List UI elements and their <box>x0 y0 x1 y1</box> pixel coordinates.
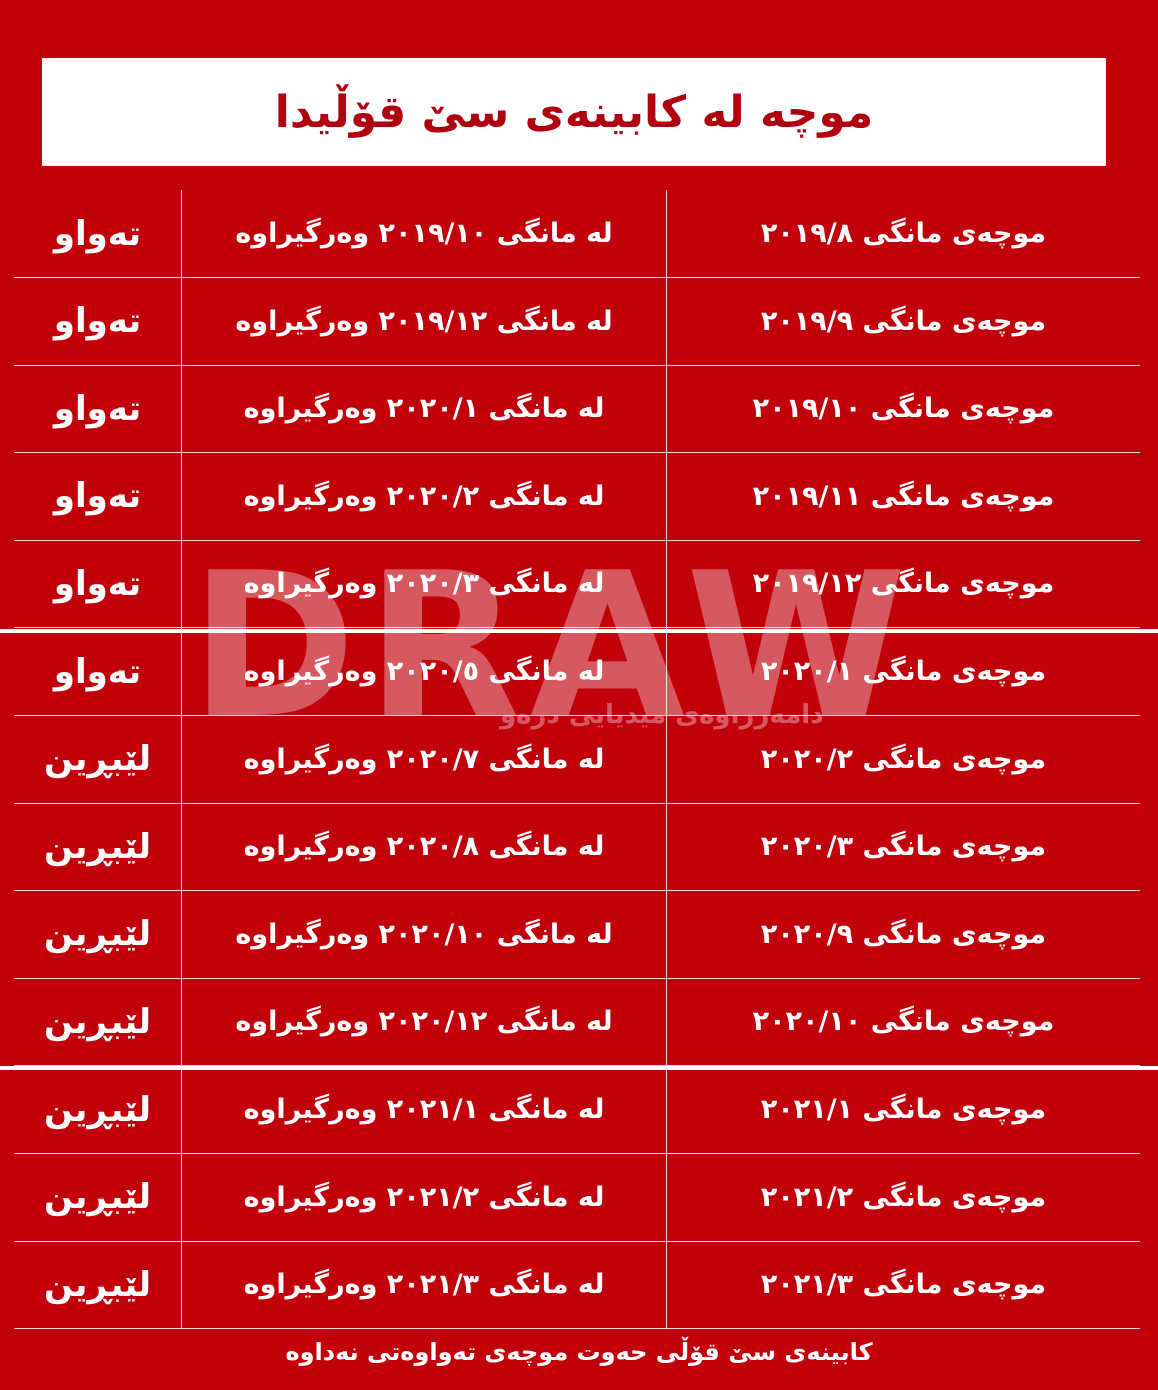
salary-month: موچەی مانگی ٢٠١٩/١٠ <box>752 393 1055 425</box>
title: موچە لە کابینەی سێ قۆڵیدا <box>274 86 874 138</box>
received-month: لە مانگی ٢٠٢٠/٨ وەرگیراوە <box>181 803 667 891</box>
salary-month: موچەی مانگی ٢٠٢٠/١ <box>760 656 1047 687</box>
status: لێبڕین <box>43 1089 152 1130</box>
title-box: موچە لە کابینەی سێ قۆڵیدا <box>42 58 1106 166</box>
table-row: موچەی مانگی ٢٠٢٠/٩ لە مانگی ٢٠٢٠/١٠ وەرگی… <box>14 890 1140 979</box>
status: تەواو <box>53 563 142 604</box>
salary-month: موچەی مانگی ٢٠٢٠/٣ <box>760 831 1047 863</box>
salary-month: موچەی مانگی ٢٠١٩/٩ <box>760 305 1047 337</box>
received-month: لە مانگی ٢٠٢١/٣ وەرگیراوە <box>181 1241 667 1329</box>
salary-month: موچەی مانگی ٢٠٢١/١ <box>760 1094 1047 1125</box>
received-month: لە مانگی ٢٠٢٠/١٢ وەرگیراوە <box>181 978 667 1066</box>
divider <box>0 1066 1158 1070</box>
status: تەواو <box>53 301 142 342</box>
table-row: موچەی مانگی ٢٠١٩/٨ لە مانگی ٢٠١٩/١٠ وەرگی… <box>14 190 1140 278</box>
salary-month: موچەی مانگی ٢٠٢٠/١٠ <box>752 1006 1055 1038</box>
status: تەواو <box>53 651 142 692</box>
table-row: موچەی مانگی ٢٠٢٠/١٠ لە مانگی ٢٠٢٠/١٢ وەرگ… <box>14 978 1140 1067</box>
received-month: لە مانگی ٢٠٢١/١ وەرگیراوە <box>181 1066 667 1153</box>
status: لێبڕین <box>43 1264 152 1305</box>
received-month: لە مانگی ٢٠١٩/١٠ وەرگیراوە <box>181 190 667 277</box>
table-row: موچەی مانگی ٢٠٢١/٢ لە مانگی ٢٠٢١/٢ وەرگیر… <box>14 1153 1140 1242</box>
salary-month: موچەی مانگی ٢٠١٩/٨ <box>760 218 1047 249</box>
received-month: لە مانگی ٢٠٢٠/١٠ وەرگیراوە <box>181 890 667 978</box>
received-month: لە مانگی ٢٠٢١/٢ وەرگیراوە <box>181 1153 667 1241</box>
received-month: لە مانگی ٢٠٢٠/٥ وەرگیراوە <box>181 628 667 715</box>
salary-month: موچەی مانگی ٢٠٢١/٣ <box>760 1269 1047 1301</box>
salary-month: موچەی مانگی ٢٠٢٠/٢ <box>760 743 1047 775</box>
table-row: موچەی مانگی ٢٠٢٠/٢ لە مانگی ٢٠٢٠/٧ وەرگیر… <box>14 715 1140 804</box>
table-row: موچەی مانگی ٢٠٢٠/١ لە مانگی ٢٠٢٠/٥ وەرگیر… <box>14 628 1140 716</box>
received-month: لە مانگی ٢٠١٩/١٢ وەرگیراوە <box>181 277 667 365</box>
salary-month: موچەی مانگی ٢٠١٩/١١ <box>752 480 1055 512</box>
status: تەواو <box>53 476 142 517</box>
table-row: موچەی مانگی ٢٠١٩/١٢ لە مانگی ٢٠٢٠/٣ وەرگی… <box>14 540 1140 629</box>
salary-month: موچەی مانگی ٢٠١٩/١٢ <box>752 568 1055 600</box>
table-row: موچەی مانگی ٢٠١٩/١١ لە مانگی ٢٠٢٠/٢ وەرگی… <box>14 452 1140 541</box>
table-row: موچەی مانگی ٢٠١٩/٩ لە مانگی ٢٠١٩/١٢ وەرگی… <box>14 277 1140 366</box>
status: تەواو <box>53 213 142 254</box>
status: لێبڕین <box>43 1001 152 1042</box>
footer-note: کابینەی سێ قۆڵی حەوت موچەی تەواوەتی نەدا… <box>285 1338 873 1366</box>
watermark-logo: DRAW <box>190 530 917 763</box>
status: لێبڕین <box>43 739 152 780</box>
status: تەواو <box>53 388 142 429</box>
received-month: لە مانگی ٢٠٢٠/٧ وەرگیراوە <box>181 715 667 803</box>
table-row: موچەی مانگی ٢٠٢١/٣ لە مانگی ٢٠٢١/٣ وەرگیر… <box>14 1241 1140 1330</box>
table-row: موچەی مانگی ٢٠٢٠/٣ لە مانگی ٢٠٢٠/٨ وەرگیر… <box>14 803 1140 892</box>
divider <box>0 629 1158 633</box>
received-month: لە مانگی ٢٠٢٠/١ وەرگیراوە <box>181 365 667 453</box>
status: لێبڕین <box>43 914 152 955</box>
status: لێبڕین <box>43 1177 152 1218</box>
table-row: موچەی مانگی ٢٠٢١/١ لە مانگی ٢٠٢١/١ وەرگیر… <box>14 1066 1140 1154</box>
received-month: لە مانگی ٢٠٢٠/٣ وەرگیراوە <box>181 540 667 628</box>
received-month: لە مانگی ٢٠٢٠/٢ وەرگیراوە <box>181 452 667 540</box>
table-row: موچەی مانگی ٢٠١٩/١٠ لە مانگی ٢٠٢٠/١ وەرگی… <box>14 365 1140 454</box>
salary-month: موچەی مانگی ٢٠٢٠/٩ <box>760 918 1047 950</box>
status: لێبڕین <box>43 826 152 867</box>
salary-month: موچەی مانگی ٢٠٢١/٢ <box>760 1181 1047 1213</box>
